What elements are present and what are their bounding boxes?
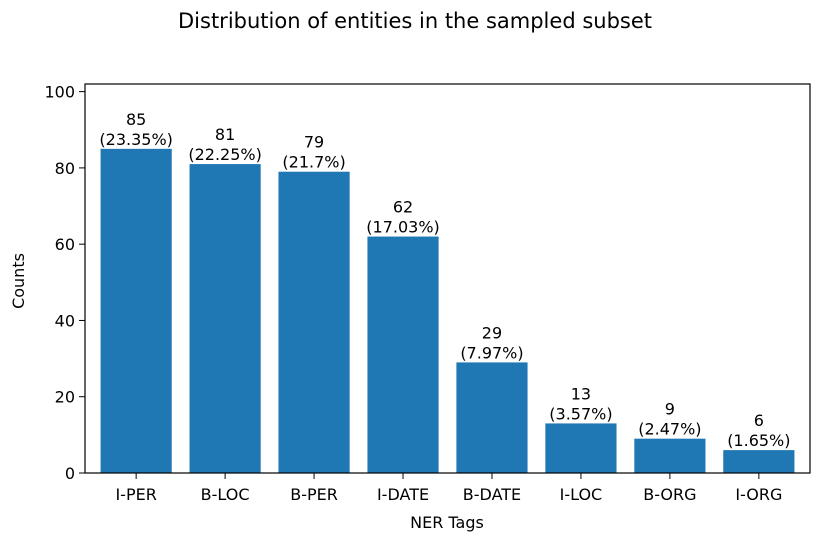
bar-i-loc [545,423,617,473]
chart-title: Distribution of entities in the sampled … [178,9,652,33]
x-tick-label: I-ORG [735,485,782,504]
bar-b-org [634,438,706,473]
y-tick-label: 100 [44,83,75,102]
y-tick-label: 80 [55,159,75,178]
bar-value-label: 79 [304,133,324,152]
bar-b-date [456,362,528,473]
bars-group [100,148,795,474]
bar-percent-label: (3.57%) [549,404,612,423]
y-axis-label: Counts [9,253,28,309]
bar-percent-label: (1.65%) [727,431,790,450]
bar-value-label: 6 [754,411,764,430]
data-labels-group: 85(23.35%) 81(22.25%) 79(21.7%) 62(17.03%) 2… [99,110,790,450]
bar-i-per [100,148,172,474]
x-tick-label: I-DATE [377,485,429,504]
bar-percent-label: (2.47%) [638,420,701,439]
y-tick-label: 40 [55,311,75,330]
bar-value-label: 9 [665,400,675,419]
x-tick-label: B-ORG [643,485,696,504]
y-tick-label: 60 [55,235,75,254]
bar-value-label: 62 [393,198,413,217]
bar-percent-label: (22.25%) [188,145,262,164]
x-tick-label: B-PER [290,485,338,504]
bar-percent-label: (23.35%) [99,130,173,149]
bar-value-label: 85 [126,110,146,129]
bar-percent-label: (17.03%) [366,218,440,237]
bar-percent-label: (7.97%) [460,343,523,362]
x-axis: I-PER B-LOC B-PER I-DATE B-DATE I-LOC B-ORG I-O… [115,473,782,504]
y-tick-label: 20 [55,388,75,407]
plot-frame [84,83,811,474]
bar-value-label: 29 [482,323,502,342]
x-tick-label: B-LOC [201,485,250,504]
x-tick-label: I-PER [115,485,156,504]
x-axis-label: NER Tags [410,513,484,532]
bar-value-label: 81 [215,125,235,144]
x-tick-label: I-LOC [560,485,603,504]
bar-i-org [723,450,795,473]
bar-i-date [367,236,439,473]
bar-percent-label: (21.7%) [282,153,345,172]
y-axis: 0 20 40 60 80 100 [44,83,85,483]
bar-b-per [278,171,350,473]
bar-b-loc [189,164,261,473]
y-tick-label: 0 [65,464,75,483]
bar-value-label: 13 [571,384,591,403]
x-tick-label: B-DATE [463,485,521,504]
